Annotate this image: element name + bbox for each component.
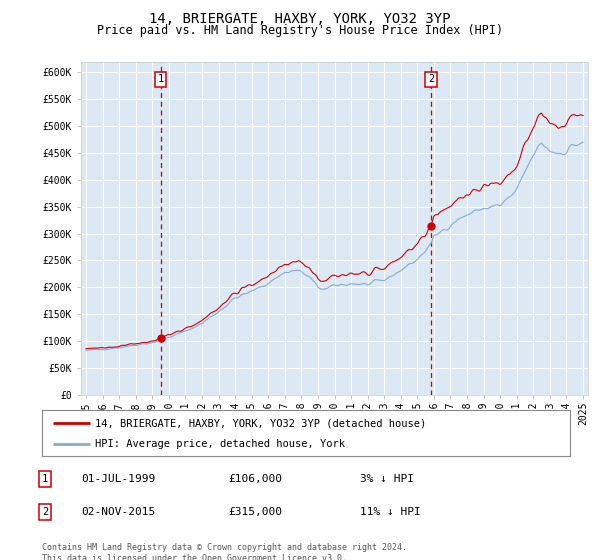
Text: 2: 2 [42, 507, 48, 517]
Text: Contains HM Land Registry data © Crown copyright and database right 2024.
This d: Contains HM Land Registry data © Crown c… [42, 543, 407, 560]
Text: HPI: Average price, detached house, York: HPI: Average price, detached house, York [95, 438, 345, 449]
Text: 14, BRIERGATE, HAXBY, YORK, YO32 3YP: 14, BRIERGATE, HAXBY, YORK, YO32 3YP [149, 12, 451, 26]
Text: Price paid vs. HM Land Registry's House Price Index (HPI): Price paid vs. HM Land Registry's House … [97, 24, 503, 36]
Text: £106,000: £106,000 [228, 474, 282, 484]
Text: £315,000: £315,000 [228, 507, 282, 517]
Text: 02-NOV-2015: 02-NOV-2015 [81, 507, 155, 517]
Text: 01-JUL-1999: 01-JUL-1999 [81, 474, 155, 484]
Text: 14, BRIERGATE, HAXBY, YORK, YO32 3YP (detached house): 14, BRIERGATE, HAXBY, YORK, YO32 3YP (de… [95, 418, 426, 428]
Text: 1: 1 [42, 474, 48, 484]
Text: 1: 1 [157, 74, 164, 85]
Text: 2: 2 [428, 74, 434, 85]
Text: 3% ↓ HPI: 3% ↓ HPI [360, 474, 414, 484]
Text: 11% ↓ HPI: 11% ↓ HPI [360, 507, 421, 517]
